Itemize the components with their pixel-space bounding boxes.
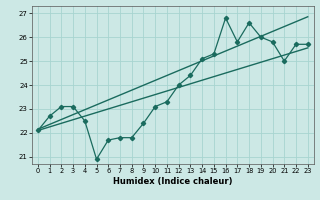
X-axis label: Humidex (Indice chaleur): Humidex (Indice chaleur) bbox=[113, 177, 233, 186]
